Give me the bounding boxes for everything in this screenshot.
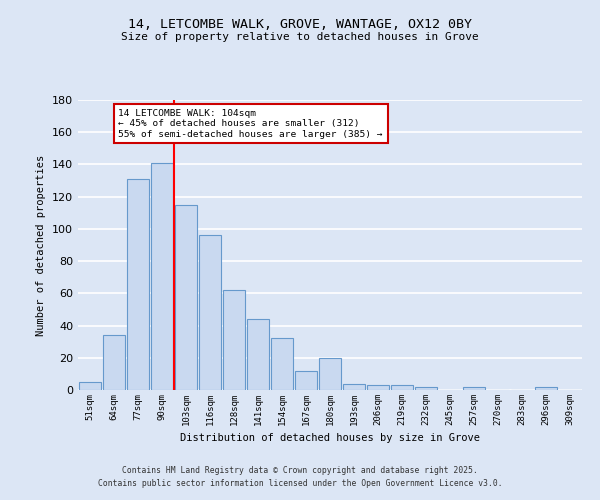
Bar (295, 370, 317, 390)
Text: Size of property relative to detached houses in Grove: Size of property relative to detached ho… (121, 32, 479, 42)
Bar (343, 384, 365, 390)
Bar (79, 382, 101, 390)
Bar (271, 338, 293, 390)
Bar (415, 387, 437, 390)
Bar (319, 358, 341, 390)
Bar (127, 179, 149, 390)
Text: Contains HM Land Registry data © Crown copyright and database right 2025.
Contai: Contains HM Land Registry data © Crown c… (98, 466, 502, 487)
Bar (151, 163, 173, 390)
Bar (103, 335, 125, 390)
Text: 14, LETCOMBE WALK, GROVE, WANTAGE, OX12 0BY: 14, LETCOMBE WALK, GROVE, WANTAGE, OX12 … (128, 18, 472, 30)
Bar (247, 319, 269, 390)
Bar (367, 385, 389, 390)
Text: 14 LETCOMBE WALK: 104sqm
← 45% of detached houses are smaller (312)
55% of semi-: 14 LETCOMBE WALK: 104sqm ← 45% of detach… (118, 108, 383, 138)
Bar (199, 236, 221, 390)
X-axis label: Distribution of detached houses by size in Grove: Distribution of detached houses by size … (180, 434, 480, 444)
Y-axis label: Number of detached properties: Number of detached properties (37, 154, 46, 336)
Bar (175, 204, 197, 390)
Bar (223, 290, 245, 390)
Bar (391, 385, 413, 390)
Bar (535, 387, 557, 390)
Bar (463, 387, 485, 390)
